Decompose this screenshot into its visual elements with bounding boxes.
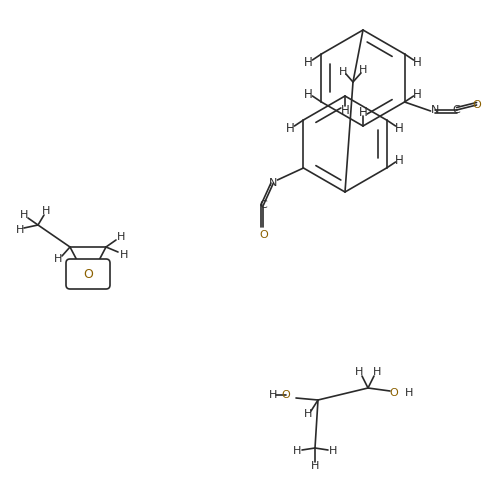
Text: H: H xyxy=(339,67,347,77)
Text: H: H xyxy=(20,210,28,220)
Text: N: N xyxy=(269,178,277,188)
Text: H: H xyxy=(311,461,319,471)
Text: O: O xyxy=(83,268,93,281)
Text: H: H xyxy=(304,409,312,419)
Text: H: H xyxy=(42,206,50,216)
Text: H: H xyxy=(405,388,413,398)
Text: C: C xyxy=(453,105,461,115)
Text: O: O xyxy=(472,100,481,110)
Text: O: O xyxy=(281,390,290,400)
Text: H: H xyxy=(16,225,24,235)
Text: H: H xyxy=(413,88,422,100)
Text: H: H xyxy=(304,88,313,100)
Text: H: H xyxy=(395,154,404,166)
Text: H: H xyxy=(269,390,277,400)
Text: H: H xyxy=(359,65,367,75)
Text: H: H xyxy=(117,232,125,242)
Text: H: H xyxy=(413,55,422,69)
Text: H: H xyxy=(304,55,313,69)
Text: H: H xyxy=(293,446,301,456)
Text: H: H xyxy=(54,254,62,264)
Text: H: H xyxy=(286,121,295,135)
Text: H: H xyxy=(395,121,404,135)
Text: H: H xyxy=(359,105,368,118)
Text: C: C xyxy=(260,200,267,210)
Text: O: O xyxy=(390,388,399,398)
Text: H: H xyxy=(373,367,381,377)
Text: H: H xyxy=(355,367,363,377)
Text: H: H xyxy=(329,446,337,456)
Text: O: O xyxy=(259,230,268,240)
Text: H: H xyxy=(120,250,128,260)
Text: H: H xyxy=(340,103,349,116)
Text: N: N xyxy=(430,105,439,115)
FancyBboxPatch shape xyxy=(66,259,110,289)
